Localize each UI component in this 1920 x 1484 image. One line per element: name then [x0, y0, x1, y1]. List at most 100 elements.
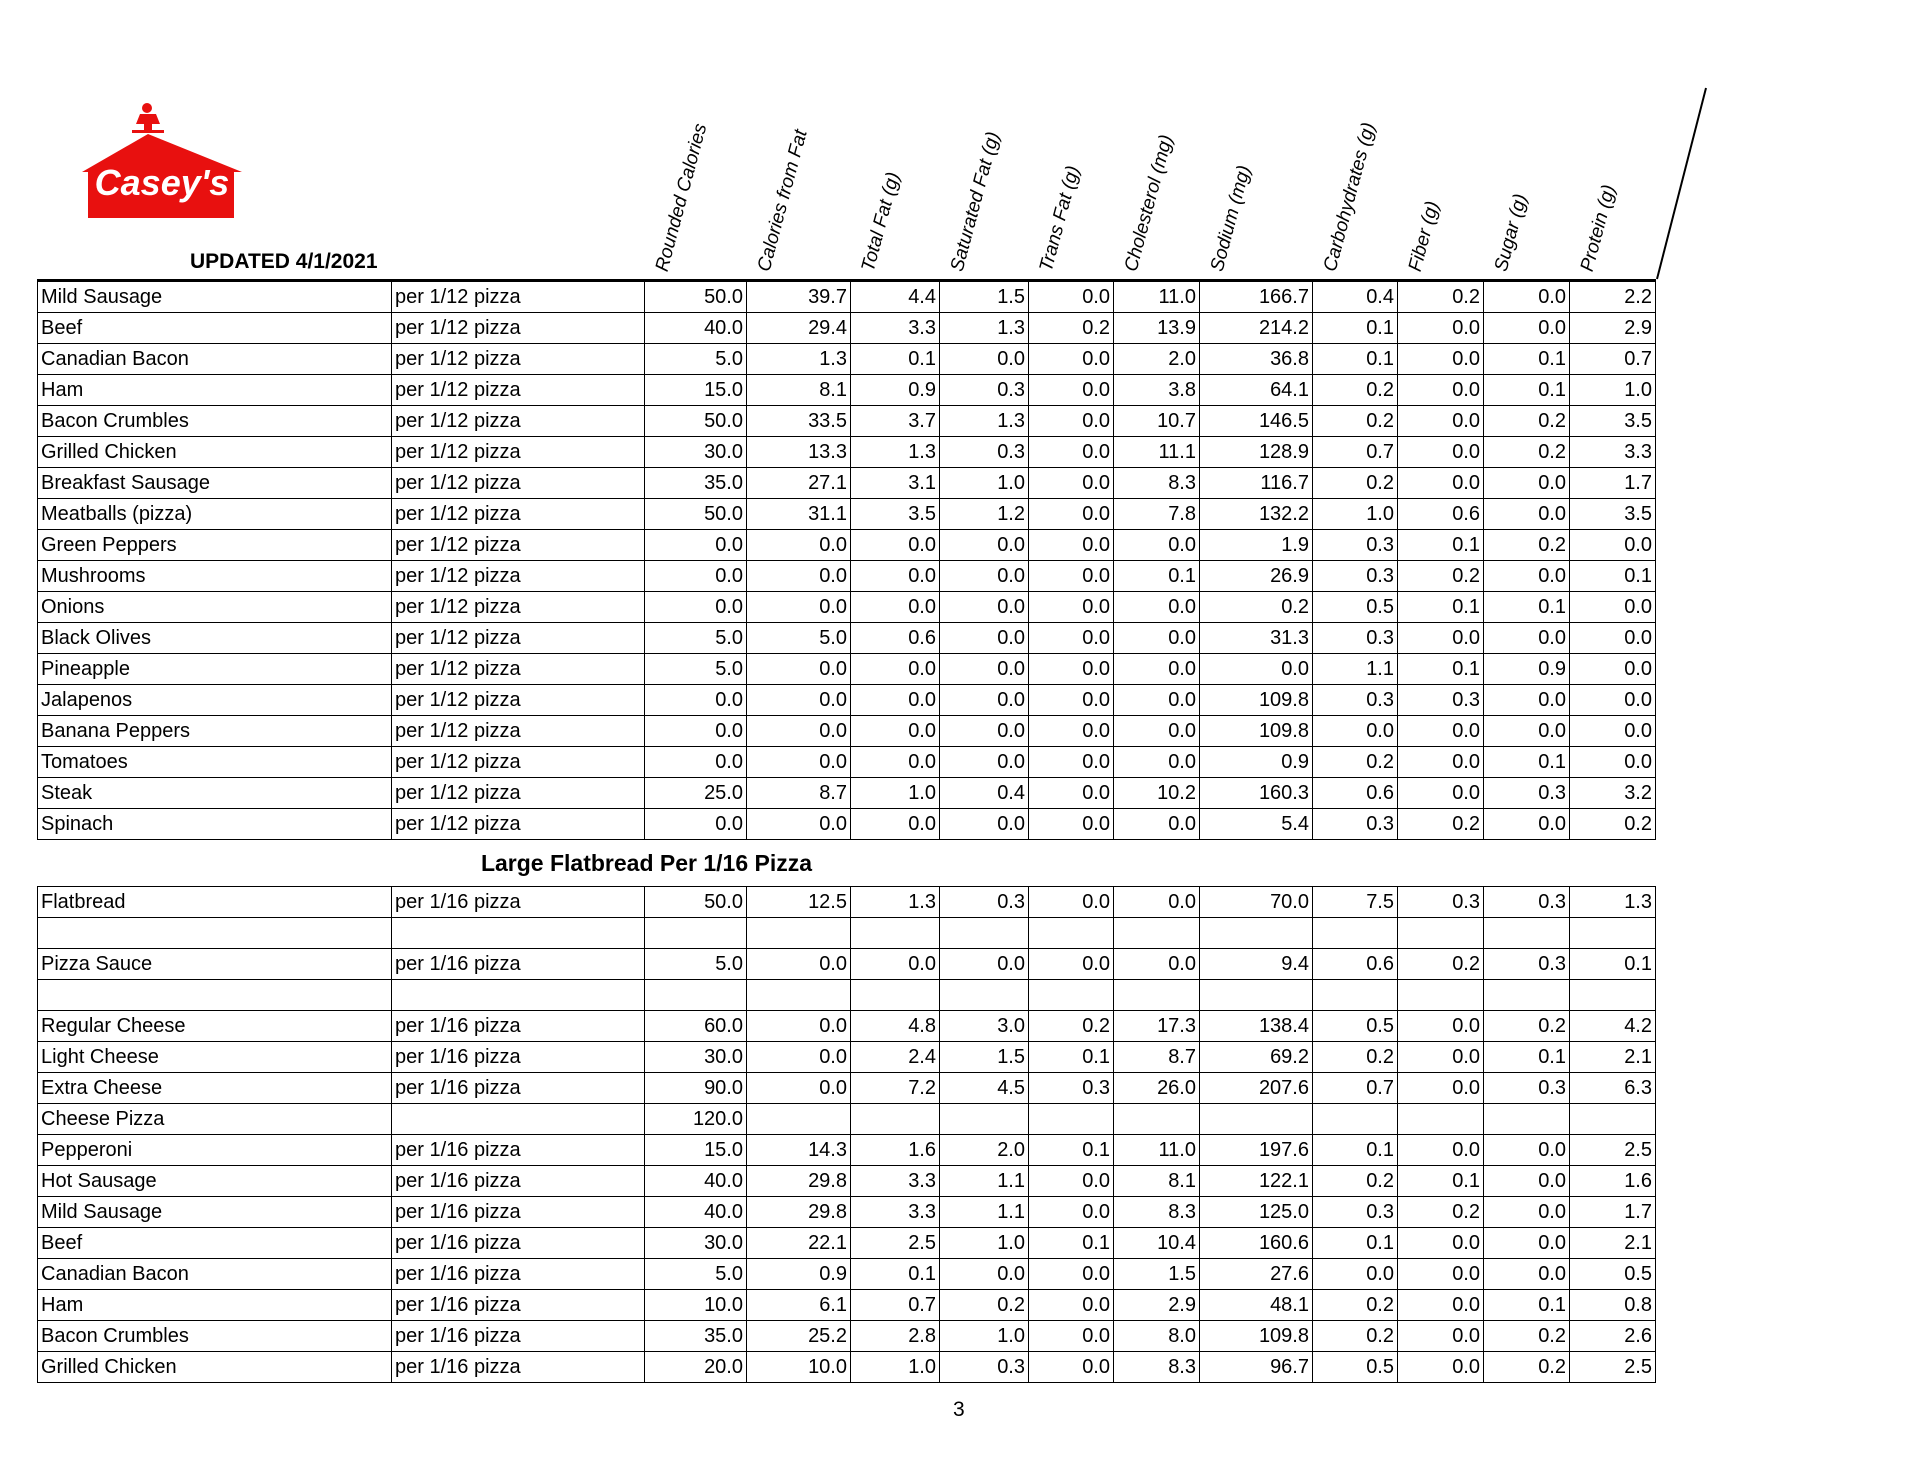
column-header: Trans Fat (g)	[1035, 163, 1085, 274]
nutrient-value: 0.3	[1313, 530, 1398, 560]
nutrient-value: 0.1	[1398, 1166, 1484, 1196]
table-row	[37, 980, 1656, 1011]
nutrient-value: 0.0	[1029, 747, 1114, 777]
nutrient-value: 0.2	[1313, 406, 1398, 436]
nutrient-value: 0.0	[645, 716, 747, 746]
nutrient-value: 1.1	[1313, 654, 1398, 684]
nutrient-value: 0.0	[851, 809, 940, 839]
nutrient-value: 0.0	[1398, 623, 1484, 653]
nutrient-value: 4.8	[851, 1011, 940, 1041]
nutrient-value: 35.0	[645, 1321, 747, 1351]
nutrient-value: 64.1	[1200, 375, 1313, 405]
nutrient-value: 0.0	[940, 809, 1029, 839]
table-row: Canadian Bacon per 1/12 pizza 5.0 1.3 0.1 0.0…	[37, 344, 1656, 375]
nutrient-value: 0.0	[1398, 1011, 1484, 1041]
nutrient-value: 132.2	[1200, 499, 1313, 529]
nutrient-value: 0.4	[1313, 282, 1398, 312]
nutrient-value: 22.1	[747, 1228, 851, 1258]
table-row: Black Olives per 1/12 pizza 5.0 5.0 0.6 0.0 0.…	[37, 623, 1656, 654]
nutrient-value: 0.2	[1313, 1166, 1398, 1196]
nutrient-value: 125.0	[1200, 1197, 1313, 1227]
nutrient-value: 25.2	[747, 1321, 851, 1351]
nutrient-value: 0.2	[940, 1290, 1029, 1320]
nutrient-value: 109.8	[1200, 716, 1313, 746]
serving-size: per 1/12 pizza	[392, 809, 645, 839]
nutrient-value: 25.0	[645, 778, 747, 808]
nutrient-value: 0.5	[1313, 1352, 1398, 1382]
nutrient-value	[940, 1104, 1029, 1134]
nutrient-value: 0.5	[1570, 1259, 1656, 1289]
nutrient-value: 0.0	[1029, 468, 1114, 498]
nutrient-value: 5.0	[645, 344, 747, 374]
table-row: Flatbread per 1/16 pizza 50.0 12.5 1.3 0.3 0.0…	[37, 887, 1656, 918]
nutrient-value: 1.0	[851, 1352, 940, 1382]
nutrient-value: 5.0	[645, 949, 747, 979]
serving-size: per 1/12 pizza	[392, 561, 645, 591]
nutrient-value: 0.0	[851, 949, 940, 979]
serving-size	[392, 1104, 645, 1134]
nutrient-value	[851, 918, 940, 948]
nutrient-value: 0.7	[1570, 344, 1656, 374]
nutrient-value: 1.9	[1200, 530, 1313, 560]
nutrient-value: 0.6	[1313, 949, 1398, 979]
nutrient-value: 0.0	[1029, 344, 1114, 374]
nutrient-value	[940, 980, 1029, 1010]
nutrient-value: 0.3	[1029, 1073, 1114, 1103]
nutrient-value: 0.0	[1114, 747, 1200, 777]
nutrient-value: 40.0	[645, 1197, 747, 1227]
nutrient-value: 70.0	[1200, 887, 1313, 917]
serving-size: per 1/12 pizza	[392, 344, 645, 374]
item-name: Grilled Chicken	[37, 437, 392, 467]
item-name: Mild Sausage	[37, 282, 392, 312]
nutrient-value: 1.3	[940, 313, 1029, 343]
serving-size: per 1/12 pizza	[392, 313, 645, 343]
nutrient-value: 6.1	[747, 1290, 851, 1320]
nutrient-value: 0.0	[747, 685, 851, 715]
nutrient-value: 0.4	[940, 778, 1029, 808]
nutrient-value: 0.0	[851, 716, 940, 746]
item-name: Mild Sausage	[37, 1197, 392, 1227]
nutrient-value: 0.3	[1313, 809, 1398, 839]
nutrient-value: 0.2	[1398, 949, 1484, 979]
nutrient-value: 0.0	[940, 685, 1029, 715]
serving-size: per 1/16 pizza	[392, 1011, 645, 1041]
item-name: Black Olives	[37, 623, 392, 653]
nutrient-value: 0.0	[1398, 1042, 1484, 1072]
table-row: Regular Cheese per 1/16 pizza 60.0 0.0 4.8 3.…	[37, 1011, 1656, 1042]
nutrient-value: 0.1	[1570, 949, 1656, 979]
nutrient-value	[645, 980, 747, 1010]
serving-size: per 1/12 pizza	[392, 778, 645, 808]
nutrient-value	[645, 918, 747, 948]
nutrient-value: 0.0	[1114, 887, 1200, 917]
item-name: Bacon Crumbles	[37, 1321, 392, 1351]
serving-size: per 1/12 pizza	[392, 375, 645, 405]
nutrient-value: 90.0	[645, 1073, 747, 1103]
nutrient-value: 0.0	[645, 561, 747, 591]
column-header: Saturated Fat (g)	[946, 129, 1005, 274]
serving-size	[392, 980, 645, 1010]
nutrient-value: 0.2	[1484, 437, 1570, 467]
nutrient-value: 0.0	[1398, 716, 1484, 746]
item-name: Spinach	[37, 809, 392, 839]
nutrient-value: 12.5	[747, 887, 851, 917]
nutrient-value: 0.0	[1029, 654, 1114, 684]
nutrient-value	[1570, 1104, 1656, 1134]
nutrient-value: 0.0	[1114, 716, 1200, 746]
nutrient-value: 0.0	[1029, 778, 1114, 808]
nutrient-value: 0.0	[1029, 530, 1114, 560]
serving-size: per 1/16 pizza	[392, 1228, 645, 1258]
nutrient-value: 0.2	[1484, 1321, 1570, 1351]
nutrient-value: 0.1	[1484, 1290, 1570, 1320]
nutrient-value: 166.7	[1200, 282, 1313, 312]
nutrient-value: 0.0	[1484, 561, 1570, 591]
nutrient-value: 0.0	[1484, 1197, 1570, 1227]
nutrient-value: 0.7	[1313, 437, 1398, 467]
table-row: Pineapple per 1/12 pizza 5.0 0.0 0.0 0.0 0.0 0.…	[37, 654, 1656, 685]
nutrient-value: 0.0	[940, 747, 1029, 777]
nutrient-value: 0.1	[1029, 1135, 1114, 1165]
nutrient-value: 0.0	[1398, 1352, 1484, 1382]
nutrient-value: 69.2	[1200, 1042, 1313, 1072]
nutrient-value: 1.3	[851, 437, 940, 467]
nutrient-value: 0.0	[1570, 716, 1656, 746]
nutrient-value	[1398, 918, 1484, 948]
